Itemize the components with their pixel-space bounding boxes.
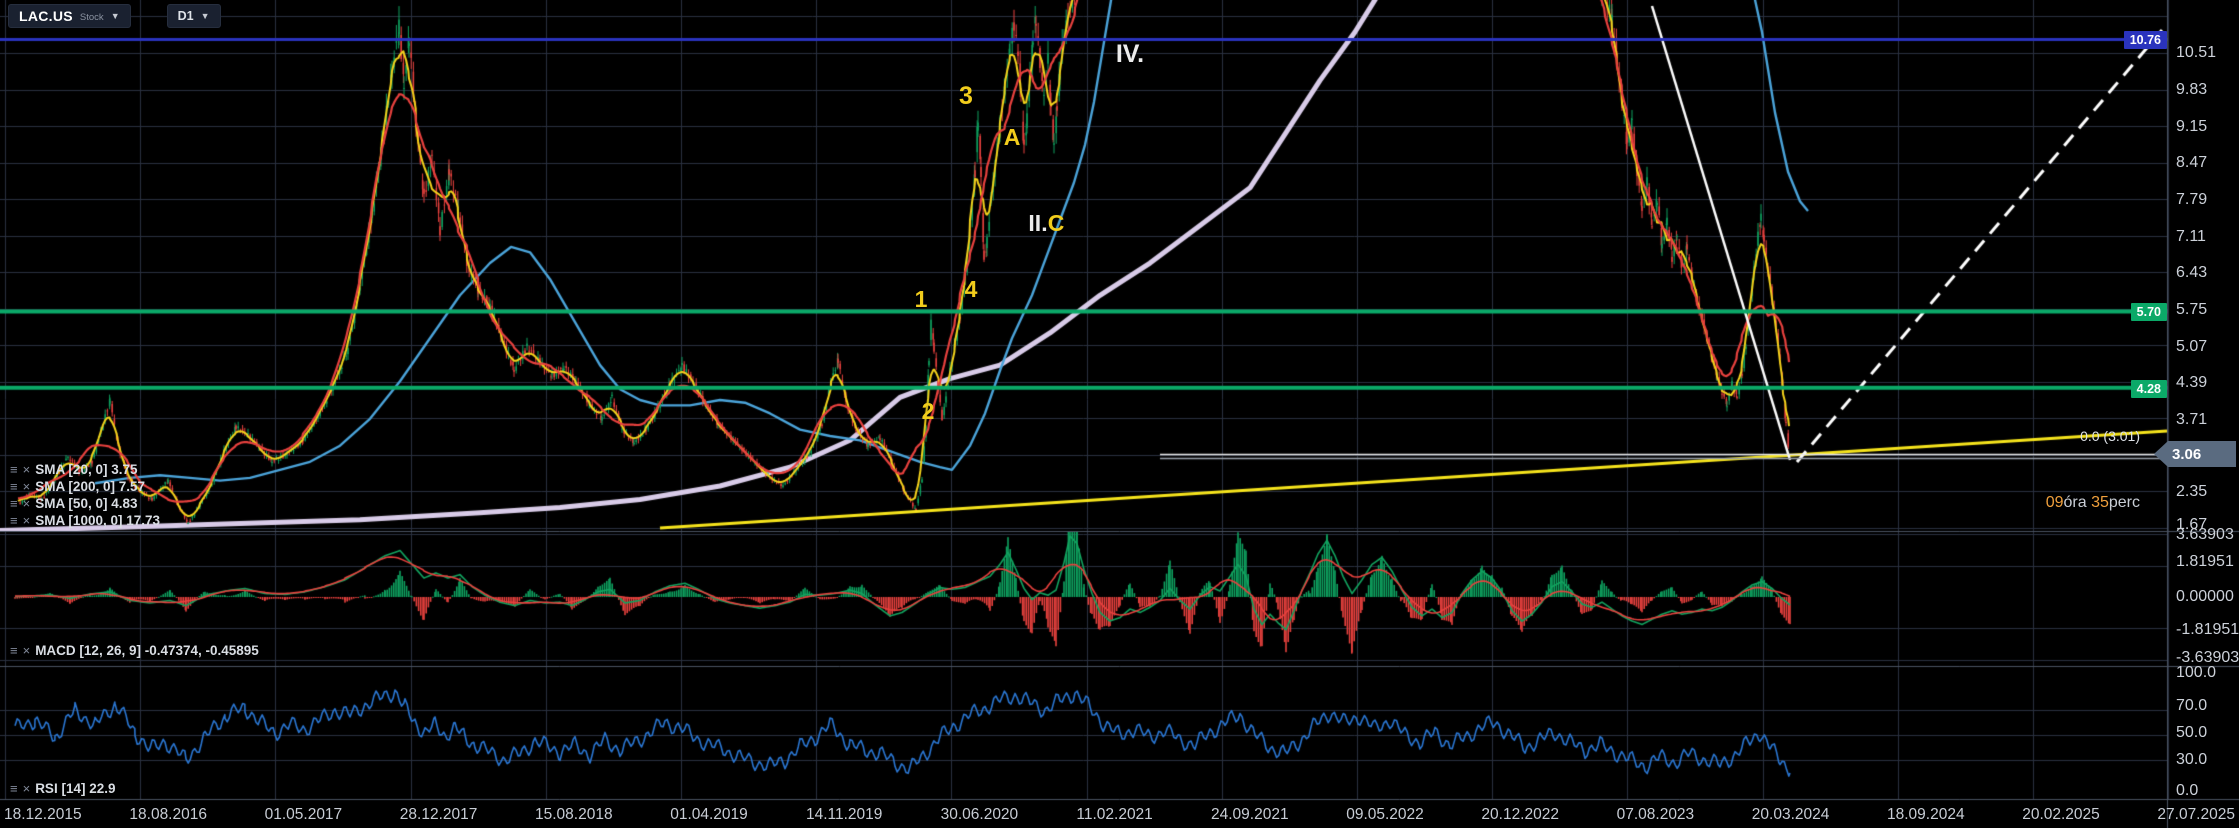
rsi-axis-label: 30.0: [2176, 751, 2208, 768]
countdown-hours-unit: óra: [2063, 494, 2087, 511]
indicator-row: ≡ × SMA [1000, 0] 17.73: [10, 513, 160, 528]
indicator-settings-icon[interactable]: ≡: [10, 643, 18, 658]
indicator-remove-icon[interactable]: ×: [22, 462, 31, 477]
macd-axis-label: 3.63903: [2176, 526, 2234, 543]
time-axis-label: 01.05.2017: [264, 806, 343, 823]
rsi-axis-label: 0.0: [2176, 782, 2199, 799]
macd-axis-label: 1.81951: [2176, 553, 2234, 570]
symbol-label: LAC.US: [19, 8, 73, 24]
price-axis-label: 3.71: [2176, 411, 2208, 428]
symbol-selector[interactable]: LAC.US Stock ▼: [8, 4, 131, 28]
indicator-remove-icon[interactable]: ×: [22, 781, 31, 796]
indicator-label: SMA [1000, 0] 17.73: [35, 513, 161, 528]
indicator-row: ≡ × RSI [14] 22.9: [10, 781, 115, 796]
last-price-badge: 3.06: [2154, 441, 2236, 467]
wave-annotation: 4: [964, 276, 978, 302]
time-axis-label: 15.08.2018: [535, 806, 613, 823]
indicator-row: ≡ × SMA [200, 0] 7.57: [10, 479, 145, 494]
indicator-settings-icon[interactable]: ≡: [10, 462, 18, 477]
indicator-remove-icon[interactable]: ×: [22, 643, 31, 658]
indicator-settings-icon[interactable]: ≡: [10, 513, 18, 528]
price-axis-label: 5.07: [2176, 338, 2208, 355]
time-axis-label: 07.08.2023: [1616, 806, 1695, 823]
countdown-minutes-unit: perc: [2108, 494, 2140, 511]
price-axis-label: 9.15: [2176, 118, 2208, 135]
price-axis-label: 2.35: [2176, 483, 2208, 500]
indicator-row: ≡ × SMA [20, 0] 3.75: [10, 462, 137, 477]
price-level-badge: 5.70: [2130, 303, 2167, 321]
macd-axis-label: 0.00000: [2176, 588, 2234, 605]
indicator-remove-icon[interactable]: ×: [22, 496, 31, 511]
rsi-axis-label: 100.0: [2176, 664, 2217, 681]
price-axis-label: 1.67: [2176, 516, 2208, 533]
time-axis-label: 18.08.2016: [129, 806, 207, 823]
indicator-remove-icon[interactable]: ×: [22, 513, 31, 528]
time-axis-label: 24.09.2021: [1211, 806, 1289, 823]
rsi-axis-label: 70.0: [2176, 697, 2208, 714]
chevron-down-icon: ▼: [110, 11, 120, 21]
wave-annotation: 3: [959, 82, 973, 110]
indicator-settings-icon[interactable]: ≡: [10, 479, 18, 494]
symbol-type-label: Stock: [79, 11, 104, 23]
price-axis-label: 9.83: [2176, 81, 2208, 98]
time-axis-label: 30.06.2020: [940, 806, 1019, 823]
bar-countdown: 09óra 35perc: [2046, 494, 2140, 512]
macd-axis-label: -1.81951: [2176, 621, 2239, 638]
countdown-minutes: 35: [2091, 494, 2109, 511]
indicator-row: ≡ × SMA [50, 0] 4.83: [10, 496, 137, 511]
price-axis-label: 5.75: [2176, 301, 2208, 318]
time-axis-label: 20.12.2022: [1481, 806, 1559, 823]
time-axis-label: 09.05.2022: [1346, 806, 1424, 823]
toolbar: LAC.US Stock ▼ D1 ▼: [8, 4, 221, 28]
time-axis-label: 18.12.2015: [4, 806, 82, 823]
wave-annotation: IV.: [1115, 40, 1145, 68]
price-axis-label: 7.11: [2176, 228, 2206, 245]
indicator-settings-icon[interactable]: ≡: [10, 496, 18, 511]
time-axis-label: 20.02.2025: [2022, 806, 2100, 823]
indicator-remove-icon[interactable]: ×: [22, 479, 31, 494]
fib-level-label: 0.0 (3.01): [2080, 428, 2140, 444]
macd-axis-label: -3.63903: [2176, 649, 2239, 666]
indicator-settings-icon[interactable]: ≡: [10, 781, 18, 796]
wave-annotation: C: [1047, 210, 1065, 236]
wave-annotation: 2: [921, 398, 935, 424]
indicator-label: RSI [14] 22.9: [35, 781, 116, 796]
countdown-hours: 09: [2045, 494, 2064, 511]
time-axis-label: 27.07.2025: [2157, 806, 2235, 823]
time-axis-label: 11.02.2021: [1076, 806, 1153, 823]
price-axis-label: 6.43: [2176, 264, 2208, 281]
price-axis-label: 4.39: [2176, 374, 2208, 391]
chevron-down-icon: ▼: [200, 11, 210, 21]
indicator-label: MACD [12, 26, 9] -0.47374, -0.45895: [35, 643, 259, 658]
wave-annotation: A: [1003, 124, 1021, 150]
price-level-badge: 4.28: [2130, 380, 2167, 398]
time-axis-label: 14.11.2019: [805, 806, 883, 823]
time-axis-label: 01.04.2019: [670, 806, 748, 823]
time-axis-label: 18.09.2024: [1887, 806, 1965, 823]
wave-annotation: II.: [1028, 210, 1048, 236]
time-axis-label: 20.03.2024: [1751, 806, 1830, 823]
timeframe-selector[interactable]: D1 ▼: [166, 4, 221, 28]
wave-annotation: 1: [914, 286, 928, 312]
price-axis-label: 10.51: [2176, 44, 2217, 61]
indicator-row: ≡ × MACD [12, 26, 9] -0.47374, -0.45895: [10, 643, 259, 658]
price-axis-label: 7.79: [2176, 191, 2208, 208]
timeframe-label: D1: [177, 9, 194, 23]
indicator-label: SMA [50, 0] 4.83: [35, 496, 138, 511]
price-level-badge: 10.76: [2123, 31, 2167, 49]
rsi-axis-label: 50.0: [2176, 724, 2208, 741]
indicator-label: SMA [20, 0] 3.75: [35, 462, 138, 477]
indicator-label: SMA [200, 0] 7.57: [35, 479, 145, 494]
time-axis-label: 28.12.2017: [399, 806, 478, 823]
price-axis-label: 8.47: [2176, 154, 2208, 171]
